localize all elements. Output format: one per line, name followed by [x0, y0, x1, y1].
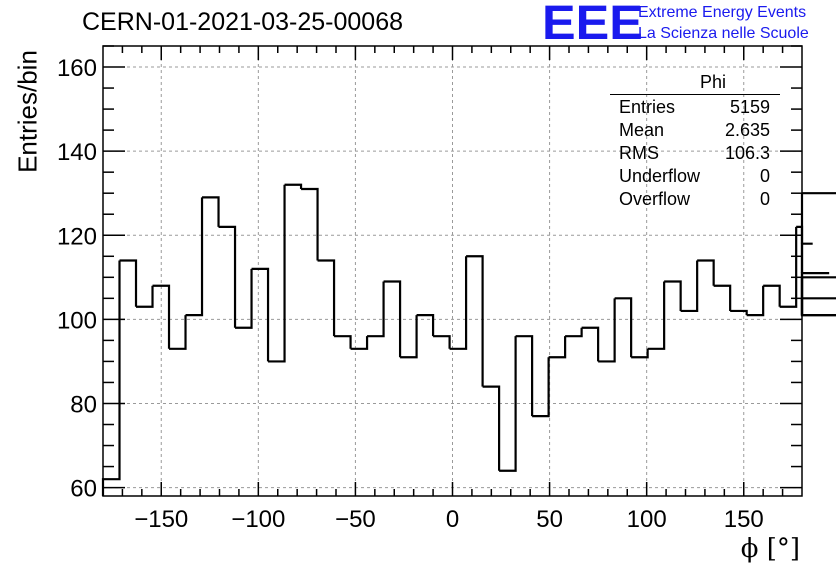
histogram-bin — [631, 348, 649, 359]
histogram-bin — [800, 276, 836, 316]
stats-label: Mean — [619, 120, 665, 140]
x-tick-label: 150 — [724, 506, 764, 533]
x-tick-label: −100 — [231, 506, 285, 533]
histogram-bin — [800, 193, 836, 300]
histogram-bin — [532, 357, 550, 418]
histogram-bin — [449, 256, 468, 350]
histogram-bin — [185, 197, 204, 317]
histogram-bin — [800, 298, 836, 317]
histogram-bin — [664, 280, 682, 311]
histogram-bin — [152, 284, 171, 349]
stats-row-rms: RMS 106.3 — [610, 143, 780, 166]
histogram-bin — [383, 280, 402, 358]
histogram-bin — [268, 184, 286, 363]
histogram-bin — [779, 226, 798, 308]
stats-label: Overflow — [619, 189, 691, 209]
logo-mark: EEE — [542, 0, 643, 50]
stats-row-overflow: Overflow 0 — [610, 189, 780, 212]
chart-title: CERN-01-2021-03-25-00068 — [82, 8, 404, 36]
histogram-bin — [284, 183, 303, 189]
x-tick-label: 0 — [446, 506, 459, 533]
stats-value: 2.635 — [724, 120, 770, 140]
stats-row-underflow: Underflow 0 — [610, 166, 780, 189]
stats-value: 5159 — [729, 97, 770, 117]
histogram-bin — [218, 225, 237, 328]
stats-label: Entries — [619, 97, 676, 117]
histogram-bin — [119, 259, 138, 307]
histogram-bin — [416, 314, 435, 337]
histogram-bin — [614, 297, 633, 358]
x-tick-label: −50 — [335, 506, 376, 533]
y-tick-label: 120 — [57, 223, 97, 250]
histogram-bin — [482, 385, 501, 471]
stats-row-mean: Mean 2.635 — [610, 120, 780, 143]
stats-value: 106.3 — [724, 143, 770, 163]
histogram-bin — [367, 281, 385, 338]
y-tick-label: 100 — [57, 307, 97, 334]
histogram-bin — [136, 285, 154, 308]
histogram-bin — [334, 335, 352, 349]
y-axis-label: Entries/bin — [12, 50, 43, 173]
histogram-bin — [251, 267, 270, 362]
x-tick-label: 100 — [627, 506, 667, 533]
histogram-bin — [581, 326, 600, 362]
histogram-bin — [101, 260, 121, 496]
histogram-bin — [499, 336, 517, 472]
histogram-bin — [565, 327, 583, 338]
y-tick-label: 160 — [57, 55, 97, 82]
histogram-bin — [647, 281, 666, 350]
histogram-bin — [400, 315, 418, 359]
histogram-bin — [746, 285, 765, 317]
x-tick-label: −150 — [134, 506, 188, 533]
histogram-bin — [800, 277, 836, 317]
y-tick-label: 80 — [70, 391, 97, 418]
histogram-bin — [800, 272, 830, 316]
stats-label: RMS — [619, 143, 659, 163]
tick-labels: −150 −100 −50 0 50 100 150 60 80 100 120 140 160 — [57, 55, 764, 533]
logo-line-1: Extreme Energy Events — [638, 4, 807, 21]
y-tick-label: 140 — [57, 139, 97, 166]
histogram-bin — [466, 255, 484, 387]
x-axis-label: ϕ [°] — [740, 534, 800, 564]
histogram-bin — [350, 336, 369, 350]
histogram-bin — [680, 260, 699, 313]
histogram-bin — [800, 242, 813, 274]
logo-line-2: La Scienza nelle Scuole — [638, 25, 809, 42]
histogram-bin — [763, 284, 781, 307]
stats-row-entries: Entries 5159 — [610, 97, 780, 120]
grid-lines — [103, 46, 802, 496]
stats-name: Phi — [699, 72, 726, 92]
histogram-bin — [169, 315, 187, 350]
x-tick-label: 50 — [536, 506, 563, 533]
stats-box: Phi Entries 5159 Mean 2.635 RMS 106.3 Un… — [610, 72, 780, 212]
histogram-bin — [317, 259, 336, 337]
histogram-bin — [301, 187, 319, 261]
histogram-bin — [202, 196, 220, 227]
stats-value: 0 — [759, 166, 770, 186]
histogram-bin — [598, 298, 616, 363]
y-tick-label: 60 — [70, 476, 97, 503]
histogram-bin — [433, 335, 451, 349]
stats-divider — [610, 94, 780, 95]
histogram-bins — [101, 183, 836, 496]
histogram-bin — [713, 284, 732, 311]
histogram-bin — [515, 335, 534, 417]
histogram-bin — [548, 336, 567, 359]
stats-value: 0 — [759, 189, 770, 209]
stats-label: Underflow — [619, 166, 701, 186]
tick-marks — [103, 45, 802, 496]
histogram-bin — [697, 259, 715, 286]
histogram-bin — [235, 268, 253, 329]
histogram-bin — [730, 309, 748, 316]
